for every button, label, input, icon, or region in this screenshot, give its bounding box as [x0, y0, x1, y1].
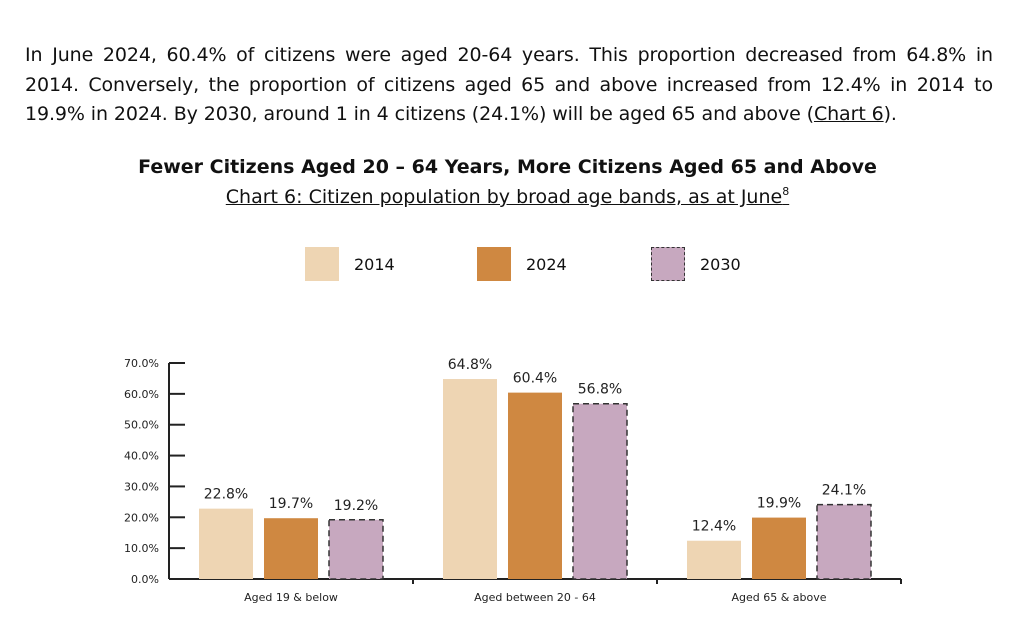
data-label: 60.4% [513, 371, 557, 387]
bar-2014-1 [443, 379, 497, 579]
legend-item-2014: 2014 [305, 247, 395, 281]
y-tick-label: 50.0% [124, 419, 159, 432]
chart-6-link[interactable]: Chart 6 [813, 103, 884, 125]
legend-item-2024: 2024 [477, 247, 567, 281]
data-label: 24.1% [822, 483, 866, 499]
data-label: 19.9% [757, 496, 801, 512]
data-label: 56.8% [578, 382, 622, 398]
bar-2030-2 [816, 503, 872, 580]
footnote-marker: 8 [782, 185, 790, 198]
y-tick-label: 70.0% [124, 357, 159, 370]
intro-paragraph: In June 2024, 60.4% of citizens were age… [25, 41, 993, 130]
bar-2014-2 [687, 540, 741, 579]
bar-2030-0 [328, 519, 384, 580]
bar-2024-0 [264, 518, 318, 579]
bar-2024-1 [508, 392, 562, 579]
y-tick-label: 60.0% [124, 388, 159, 401]
legend-swatch-2014 [305, 247, 339, 281]
x-category-label: Aged 65 & above [731, 591, 826, 604]
data-label: 22.8% [204, 487, 248, 503]
y-tick-label: 20.0% [124, 511, 159, 524]
bar-2014-0 [199, 508, 253, 579]
data-label: 12.4% [692, 519, 736, 535]
y-tick-label: 40.0% [124, 450, 159, 463]
chart-subtitle-text: Chart 6: Citizen population by broad age… [225, 186, 783, 208]
y-tick-label: 30.0% [124, 480, 159, 493]
legend-swatch-2024 [477, 247, 511, 281]
chart-title: Fewer Citizens Aged 20 – 64 Years, More … [138, 156, 877, 178]
y-tick-label: 0.0% [131, 573, 159, 586]
legend-label-2014: 2014 [354, 254, 395, 274]
bar-2024-2 [752, 517, 806, 579]
legend-swatch-2030 [651, 247, 685, 281]
paragraph-text-2: ). [883, 103, 897, 125]
data-label: 64.8% [448, 357, 492, 373]
legend-item-2030: 2030 [651, 247, 741, 281]
x-category-label: Aged 19 & below [244, 591, 338, 604]
data-label: 19.2% [334, 498, 378, 514]
y-tick-label: 10.0% [124, 542, 159, 555]
data-label: 19.7% [269, 496, 313, 512]
chart-subtitle: Chart 6: Citizen population by broad age… [0, 185, 1015, 208]
x-category-label: Aged between 20 - 64 [474, 591, 596, 604]
legend-label-2024: 2024 [526, 254, 567, 274]
bar-2030-1 [572, 402, 628, 580]
paragraph-text-1: In June 2024, 60.4% of citizens were age… [25, 44, 993, 125]
legend-label-2030: 2030 [700, 254, 741, 274]
